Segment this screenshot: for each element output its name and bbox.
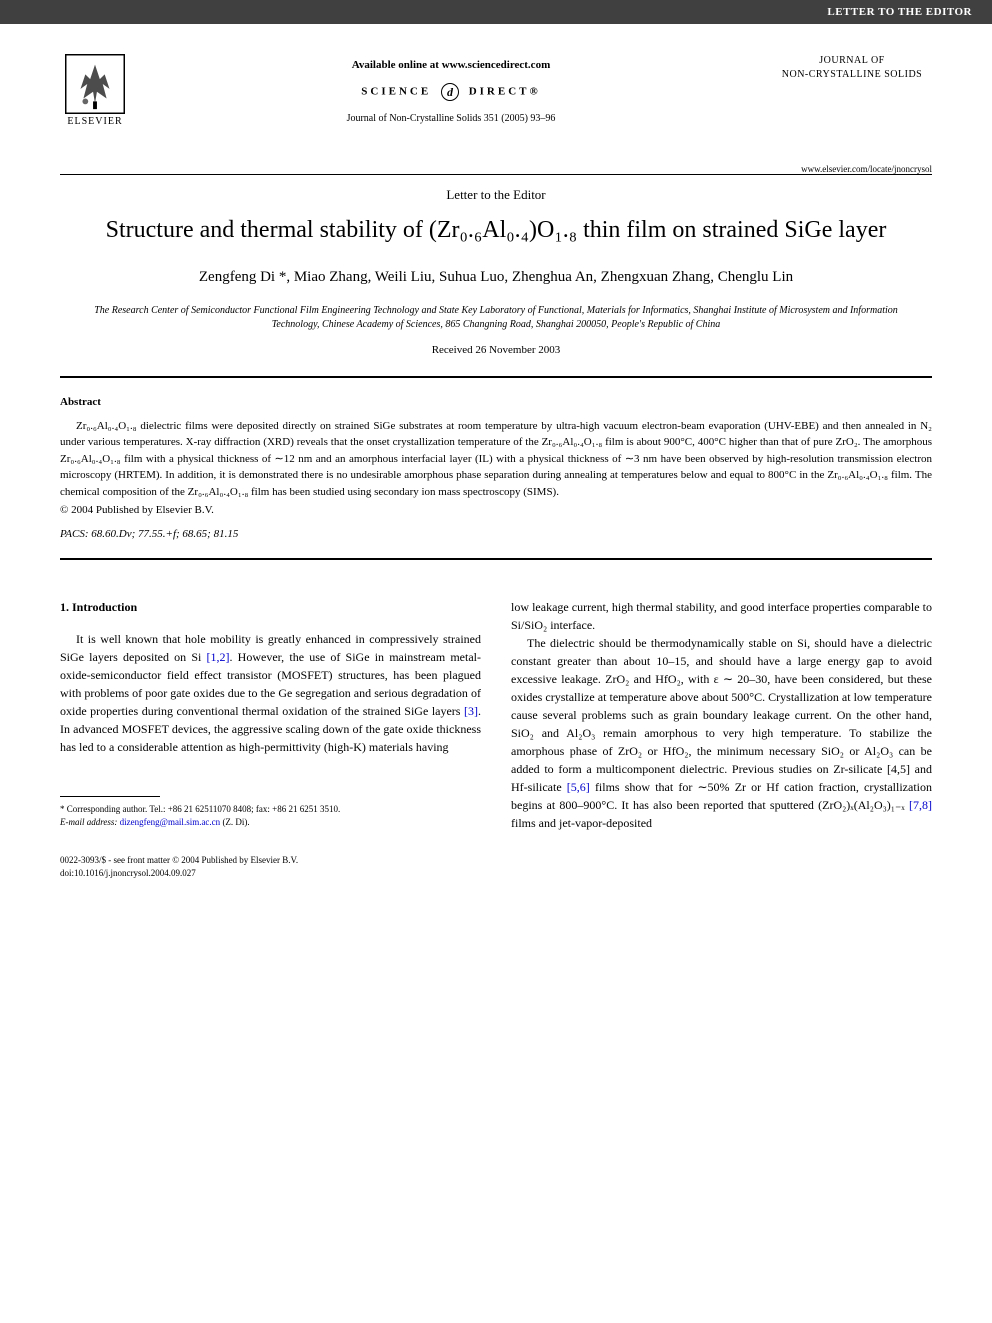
- page-footer: 0022-3093/$ - see front matter © 2004 Pu…: [0, 834, 992, 909]
- letter-to-editor-label: Letter to the Editor: [0, 187, 992, 203]
- email-link[interactable]: dizengfeng@mail.sim.ac.cn: [120, 817, 221, 827]
- available-online-text: Available online at www.sciencedirect.co…: [130, 59, 772, 71]
- authors-list: Zengfeng Di *, Miao Zhang, Weili Liu, Su…: [60, 266, 932, 289]
- received-date: Received 26 November 2003: [0, 344, 992, 356]
- right-column: low leakage current, high thermal stabil…: [511, 598, 932, 834]
- copyright-line: © 2004 Published by Elsevier B.V.: [60, 504, 932, 516]
- intro-paragraph-1: It is well known that hole mobility is g…: [60, 630, 481, 756]
- ref-link-7-8[interactable]: [7,8]: [909, 798, 932, 812]
- ref-link-1-2[interactable]: [1,2]: [207, 650, 230, 664]
- pacs-label: PACS:: [60, 528, 89, 540]
- sd-d-icon: d: [441, 83, 459, 101]
- pacs-codes: PACS: 68.60.Dv; 77.55.+f; 68.65; 81.15: [60, 528, 932, 540]
- col2-paragraph-2: The dielectric should be thermodynamical…: [511, 634, 932, 832]
- corresponding-author-footnote: * Corresponding author. Tel.: +86 21 625…: [60, 803, 481, 816]
- elsevier-logo: ELSEVIER: [60, 54, 130, 134]
- issn-line: 0022-3093/$ - see front matter © 2004 Pu…: [60, 854, 932, 867]
- introduction-heading: 1. Introduction: [60, 598, 481, 616]
- sd-left: SCIENCE: [361, 86, 431, 98]
- email-author-name: (Z. Di).: [222, 817, 249, 827]
- col2-paragraph-1: low leakage current, high thermal stabil…: [511, 598, 932, 634]
- pacs-values: 68.60.Dv; 77.55.+f; 68.65; 81.15: [91, 528, 238, 540]
- abstract-bottom-divider: [60, 558, 932, 560]
- doi-line: doi:10.1016/j.jnoncrysol.2004.09.027: [60, 867, 932, 880]
- sd-right: DIRECT®: [469, 86, 541, 98]
- journal-name-line1: JOURNAL OF: [772, 54, 932, 68]
- header-divider: [60, 174, 932, 175]
- journal-title-box: JOURNAL OF NON-CRYSTALLINE SOLIDS: [772, 54, 932, 82]
- science-direct-logo: SCIENCE d DIRECT®: [130, 83, 772, 101]
- abstract-top-divider: [60, 376, 932, 378]
- email-footnote: E-mail address: dizengfeng@mail.sim.ac.c…: [60, 816, 481, 829]
- ref-link-3[interactable]: [3]: [464, 704, 478, 718]
- footnote-divider: [60, 796, 160, 797]
- journal-reference: Journal of Non-Crystalline Solids 351 (2…: [130, 113, 772, 124]
- letter-to-editor-banner: LETTER TO THE EDITOR: [0, 0, 992, 24]
- abstract-text: Zr₀.₆Al₀.₄O₁.₈ dielectric films were dep…: [60, 418, 932, 501]
- p2-text-c: films and jet-vapor-deposited: [511, 816, 652, 830]
- abstract-heading: Abstract: [60, 396, 932, 408]
- ref-link-5-6[interactable]: [5,6]: [567, 780, 590, 794]
- elsevier-tree-icon: [65, 54, 125, 114]
- elsevier-text: ELSEVIER: [67, 116, 122, 127]
- article-title: Structure and thermal stability of (Zr₀.…: [60, 215, 932, 246]
- affiliation: The Research Center of Semiconductor Fun…: [80, 304, 912, 332]
- email-label: E-mail address:: [60, 817, 117, 827]
- journal-name-line2: NON-CRYSTALLINE SOLIDS: [772, 68, 932, 82]
- journal-url: www.elsevier.com/locate/jnoncrysol: [0, 164, 992, 174]
- journal-header: ELSEVIER Available online at www.science…: [0, 24, 992, 144]
- article-body: 1. Introduction It is well known that ho…: [0, 578, 992, 834]
- left-column: 1. Introduction It is well known that ho…: [60, 598, 481, 834]
- p2-text-a: The dielectric should be thermodynamical…: [511, 636, 932, 794]
